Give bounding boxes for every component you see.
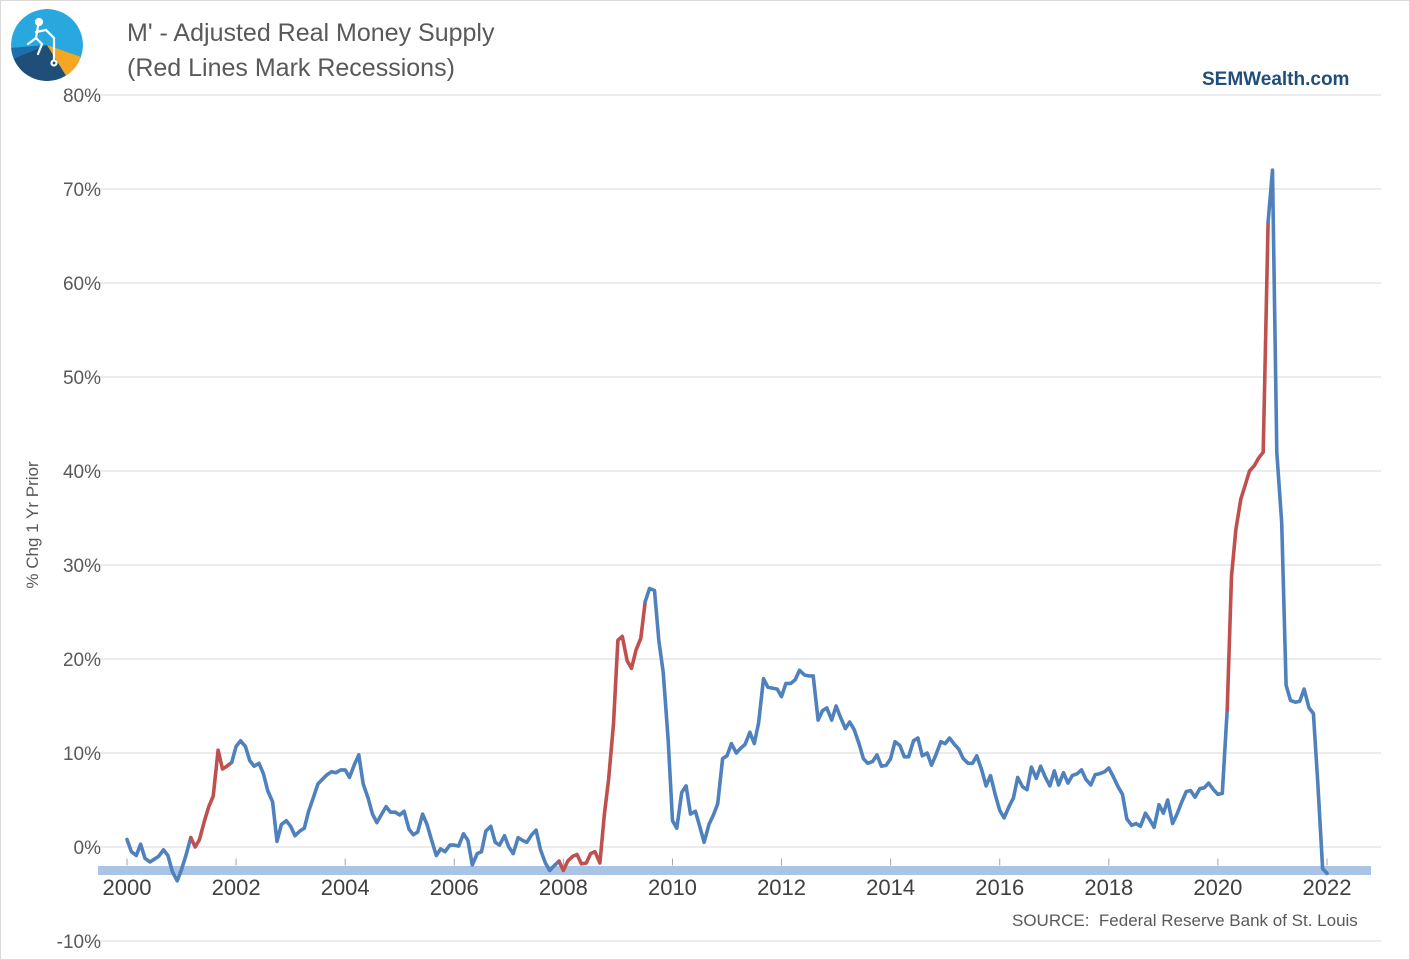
y-tick-label: 50% [63, 368, 101, 389]
y-tick-label: 70% [63, 180, 101, 201]
x-tick-label: 2002 [212, 875, 261, 900]
x-tick-label: 2010 [648, 875, 697, 900]
y-tick-label: 20% [63, 650, 101, 671]
chart-title: M' - Adjusted Real Money Supply [127, 19, 495, 47]
y-tick-labels: -10% 0% 10% 20% 30% 40% 50% 60% 70% 80% [57, 86, 101, 953]
y-tick-label: -10% [57, 932, 101, 953]
y-tick-label: 10% [63, 744, 101, 765]
series-line-segment [229, 738, 561, 873]
series-line-segment [1266, 168, 1329, 876]
x-tick-label: 2004 [321, 875, 370, 900]
y-tick-label: 80% [63, 86, 101, 107]
y-tick-label: 30% [63, 556, 101, 577]
x-tick-label: 2014 [866, 875, 915, 900]
x-tick-label: 2000 [103, 875, 152, 900]
gridlines [98, 94, 1381, 942]
x-tick-label: 2016 [975, 875, 1024, 900]
recession-line-segment [1225, 220, 1270, 712]
y-tick-label: 60% [63, 274, 101, 295]
recession-line-segment [557, 599, 648, 873]
series-line-segment [125, 835, 193, 883]
y-tick-label: 0% [74, 838, 102, 859]
semwealth-logo-icon [11, 9, 83, 81]
x-tick-label: 2018 [1084, 875, 1133, 900]
x-tick-label: 2008 [539, 875, 588, 900]
series-line-segment [643, 586, 1229, 845]
series-lines [125, 168, 1329, 883]
source-note: SOURCE: Federal Reserve Bank of St. Loui… [1012, 911, 1358, 930]
x-tick-label: 2012 [757, 875, 806, 900]
x-tick-labels: 2000 2002 2004 2006 2008 2010 2012 2014 2016 2018… [103, 858, 1352, 900]
chart-subtitle: (Red Lines Mark Recessions) [127, 54, 455, 82]
x-tick-label: 2006 [430, 875, 479, 900]
y-tick-label: 40% [63, 462, 101, 483]
recession-line-segment [189, 748, 234, 849]
x-tick-label: 2022 [1303, 875, 1352, 900]
x-tick-label: 2020 [1193, 875, 1242, 900]
brand-label: SEMWealth.com [1202, 69, 1350, 90]
